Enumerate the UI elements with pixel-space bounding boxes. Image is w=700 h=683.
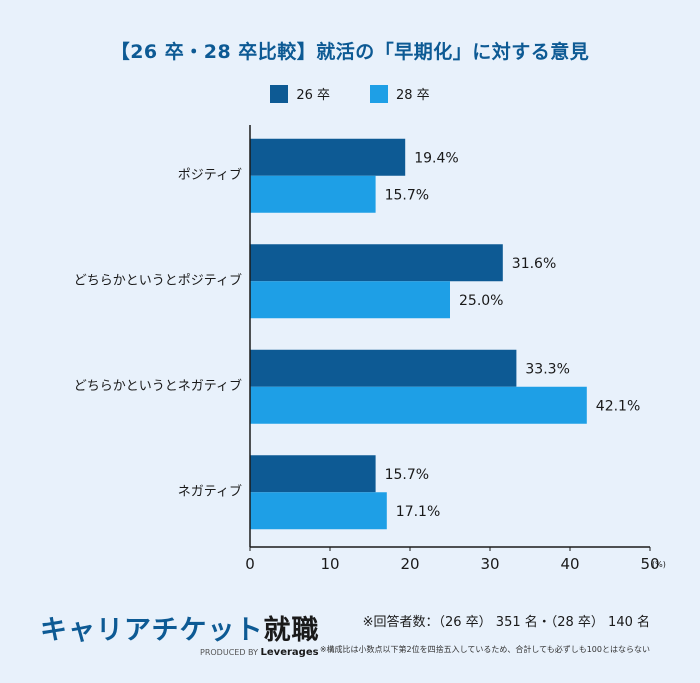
produced-by-label: PRODUCED BY [200, 648, 258, 657]
x-tick-label: 20 [400, 555, 419, 573]
legend-swatch-26 [270, 84, 289, 103]
value-label: 17.1% [396, 504, 440, 520]
brand-logo-kanji: 就職 [263, 615, 320, 646]
value-label: 33.3% [525, 361, 569, 377]
value-label: 25.0% [459, 293, 503, 309]
rounding-note: ※構成比は小数点以下第2位を四捨五入しているため、合計しても必ずしも100とはな… [319, 645, 650, 654]
value-label: 15.7% [385, 467, 429, 483]
value-label: 19.4% [414, 150, 458, 166]
category-label: ネガティブ [178, 483, 242, 499]
legend-label-26: 26 卒 [296, 88, 330, 103]
x-tick-label: 0 [245, 555, 255, 573]
x-tick-label: 50 [640, 555, 659, 573]
legend-label-28: 28 卒 [396, 88, 430, 103]
produced-by-brand: Leverages [260, 647, 319, 658]
x-tick-label: 10 [320, 555, 339, 573]
category-label: ポジティブ [178, 167, 242, 183]
bar-26-2 [250, 349, 517, 387]
legend-item-28: 28 卒 [370, 84, 430, 103]
x-tick-label: 40 [560, 555, 579, 573]
legend-swatch-28 [370, 84, 388, 103]
brand-logo-text: キャリアチケット [40, 615, 264, 646]
produced-by: PRODUCED BY Leverages [200, 647, 319, 658]
x-tick-label: 30 [480, 555, 499, 573]
bar-chart: ポジティブ 19.4% 15.7% どちらかというとポジティブ 31.6% 25.0% どち… [74, 125, 666, 573]
category-label: どちらかというとネガティブ [74, 378, 242, 394]
value-label: 15.7% [385, 187, 429, 203]
respondent-count-note: ※回答者数：（26 卒） 351 名・（28 卒） 140 名 [362, 615, 650, 630]
value-label: 42.1% [596, 398, 640, 414]
bar-28-1 [250, 281, 450, 319]
x-unit-label: (%) [652, 560, 666, 569]
bar-28-2 [250, 386, 587, 424]
chart-title: 【26 卒・28 卒比較】就活の「早期化」に対する意見 [110, 41, 590, 63]
legend: 26 卒 28 卒 [0, 84, 700, 103]
bar-26-3 [250, 455, 376, 493]
bar-26-1 [250, 244, 503, 282]
brand-logo: キャリアチケット就職 [40, 608, 319, 647]
category-label: どちらかというとポジティブ [74, 272, 242, 288]
legend-item-26: 26 卒 [270, 84, 330, 103]
bar-26-0 [250, 138, 406, 176]
bar-28-0 [250, 175, 376, 213]
bar-28-3 [250, 492, 387, 530]
value-label: 31.6% [512, 256, 556, 272]
